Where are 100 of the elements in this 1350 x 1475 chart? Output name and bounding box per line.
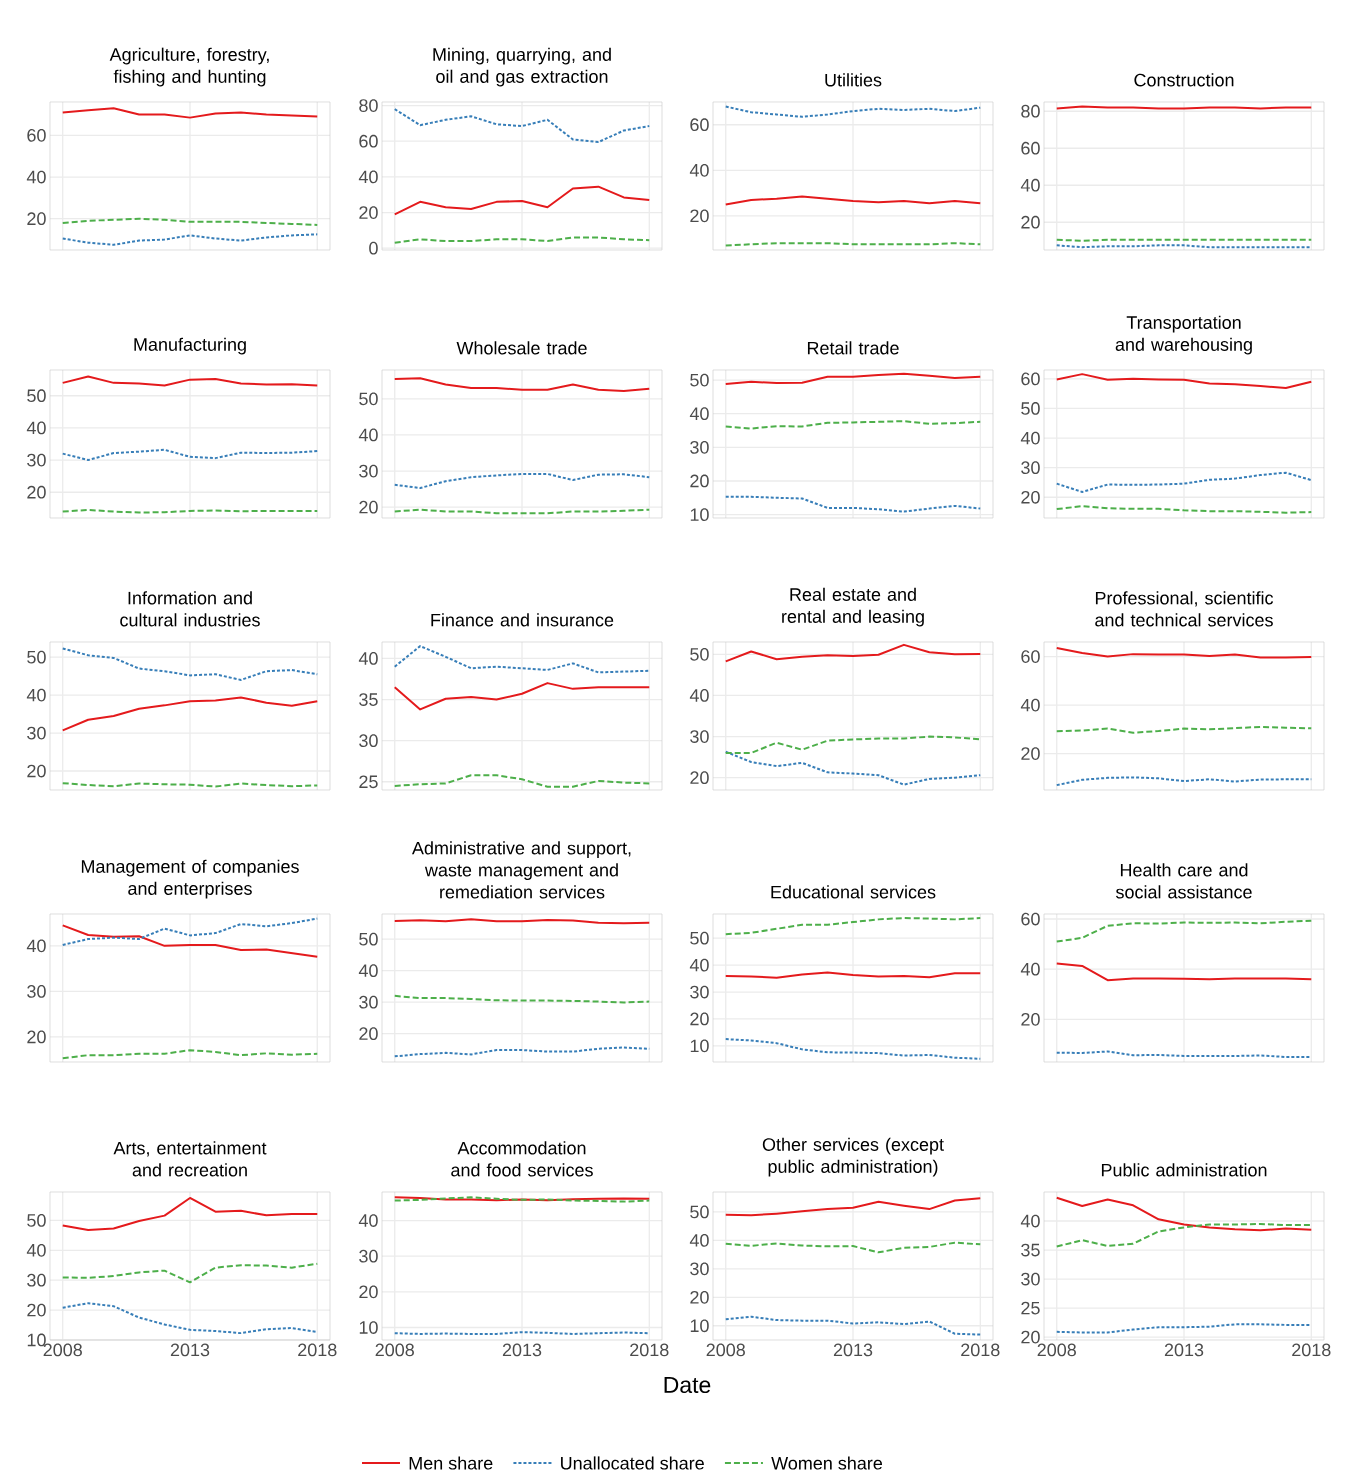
- line-series: [724, 1038, 982, 1060]
- y-tick-label: 60: [1021, 912, 1040, 926]
- line-series: [61, 1302, 319, 1335]
- line-series: [393, 108, 651, 144]
- y-tick-label: 20: [359, 206, 378, 219]
- chart-title: Professional, scientific and technical services: [1095, 591, 1274, 627]
- chart-title: Transportation and warehousing: [1115, 315, 1252, 355]
- line-series: [61, 1196, 319, 1231]
- legend-label: Women share: [771, 1456, 883, 1470]
- y-tick-label: 50: [690, 373, 709, 387]
- y-tick-label: 20: [1021, 747, 1040, 760]
- y-tick-label: 20: [690, 1012, 709, 1026]
- y-tick-label: 40: [26, 170, 46, 184]
- y-tick-label: 30: [359, 1249, 378, 1263]
- y-tick-label: 20: [27, 1030, 46, 1044]
- x-tick-label: 2008: [375, 1343, 414, 1357]
- line-series: [393, 774, 651, 788]
- chart-title: Arts, entertainment and recreation: [113, 1141, 267, 1177]
- line-series: [1055, 1222, 1313, 1248]
- y-tick-label: 20: [27, 1303, 46, 1317]
- x-tick-label: 2018: [961, 1343, 1000, 1357]
- y-tick-label: 40: [358, 964, 378, 978]
- y-tick-label: 30: [359, 734, 378, 748]
- line-series: [1055, 373, 1313, 390]
- y-tick-label: 40: [358, 652, 378, 665]
- y-tick-label: 60: [27, 128, 46, 142]
- line-series: [393, 994, 651, 1004]
- y-tick-label: 40: [689, 958, 709, 972]
- line-series: [724, 917, 982, 936]
- y-tick-label: 30: [359, 464, 378, 478]
- line-series: [61, 375, 319, 387]
- y-tick-label: 20: [359, 1285, 378, 1299]
- y-tick-label: 60: [359, 134, 378, 148]
- y-tick-label: 50: [359, 932, 378, 946]
- y-tick-label: 40: [26, 421, 46, 435]
- y-tick-label: 40: [689, 163, 709, 177]
- y-tick-label: 40: [26, 939, 46, 953]
- y-tick-label: 20: [690, 474, 709, 488]
- y-tick-label: 10: [690, 1319, 709, 1333]
- line-series: [393, 185, 651, 216]
- y-tick-label: 50: [690, 1205, 709, 1219]
- line-series: [393, 377, 651, 392]
- y-tick-label: 25: [359, 775, 378, 789]
- y-tick-label: 35: [1021, 1243, 1040, 1257]
- y-tick-label: 50: [359, 392, 378, 406]
- y-tick-label: 40: [689, 689, 709, 702]
- chart-title: Educational services: [771, 885, 936, 899]
- chart-title: Construction: [1134, 73, 1234, 87]
- y-tick-label: 40: [689, 1234, 709, 1247]
- x-tick-label: 2018: [1292, 1343, 1331, 1357]
- y-tick-label: 10: [359, 1321, 378, 1334]
- y-tick-label: 60: [1021, 650, 1040, 663]
- x-axis-title: Date: [664, 1376, 711, 1394]
- legend-label: Unallocated share: [561, 1456, 704, 1470]
- line-series: [61, 1049, 319, 1060]
- chart-title: Other services (except public administration): [762, 1137, 944, 1177]
- y-tick-label: 40: [1020, 962, 1040, 976]
- x-tick-label: 2008: [1037, 1343, 1076, 1357]
- y-tick-label: 20: [690, 209, 709, 223]
- x-tick-label: 2008: [706, 1343, 745, 1357]
- chart-title: Agriculture, forestry, fishing and hunting: [109, 47, 269, 87]
- line-series: [1055, 505, 1313, 514]
- y-tick-label: 30: [27, 453, 46, 467]
- y-tick-label: 25: [1021, 1301, 1040, 1315]
- y-tick-label: 30: [27, 726, 46, 740]
- y-tick-label: 40: [1020, 178, 1040, 192]
- y-tick-label: 30: [690, 730, 709, 743]
- x-tick-label: 2018: [298, 1343, 337, 1357]
- y-tick-label: 40: [358, 428, 378, 442]
- line-series: [393, 472, 651, 490]
- line-series: [724, 420, 982, 430]
- chart-title: Administrative and support, waste management and remediation services: [411, 841, 631, 899]
- line-series: [1055, 919, 1313, 943]
- y-tick-label: 20: [690, 771, 709, 785]
- line-series: [61, 696, 319, 732]
- y-tick-label: 60: [1021, 372, 1040, 386]
- y-tick-label: 30: [27, 1273, 46, 1287]
- line-series: [1055, 1196, 1313, 1232]
- y-tick-label: 20: [690, 1290, 709, 1304]
- y-tick-label: 40: [26, 1243, 46, 1257]
- y-tick-label: 40: [358, 170, 378, 184]
- chart-title: Accommodation and food services: [451, 1141, 593, 1177]
- y-tick-label: 40: [358, 1214, 378, 1227]
- y-tick-label: 35: [359, 693, 378, 706]
- y-tick-label: 50: [27, 1214, 46, 1227]
- line-series: [61, 1262, 319, 1284]
- x-tick-label: 2018: [630, 1343, 669, 1357]
- line-series: [724, 1197, 982, 1217]
- y-tick-label: 40: [1020, 698, 1040, 712]
- chart-title: Retail trade: [807, 341, 899, 355]
- y-tick-label: 20: [27, 485, 46, 499]
- chart-title: Information and cultural industries: [120, 591, 260, 627]
- line-series: [724, 1315, 982, 1336]
- y-tick-label: 20: [1021, 490, 1040, 504]
- y-tick-label: 10: [690, 1039, 709, 1053]
- chart-title: Real estate and rental and leasing: [782, 587, 924, 627]
- y-tick-label: 30: [690, 1262, 709, 1276]
- line-series: [1055, 471, 1313, 493]
- y-tick-label: 20: [1021, 1012, 1040, 1026]
- x-tick-label: 2013: [170, 1343, 210, 1357]
